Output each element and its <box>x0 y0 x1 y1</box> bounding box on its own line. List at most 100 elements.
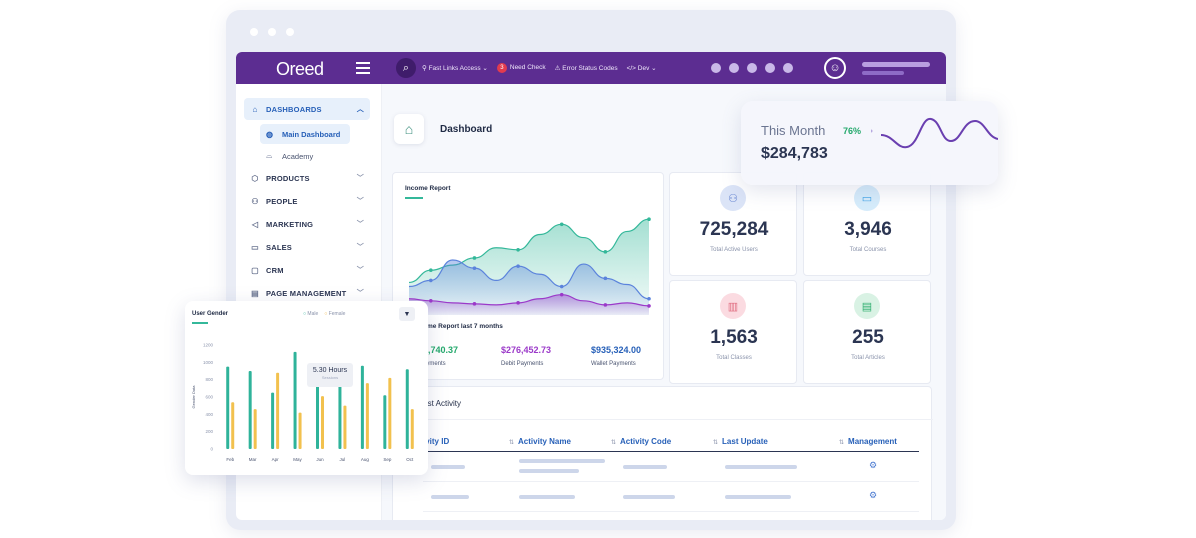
bar-female <box>388 377 392 449</box>
user-gender-bar-chart: 0 200 400 600 800 1000 1200 Gender Data Feb Mar Ap… <box>191 343 414 463</box>
data-point <box>603 250 608 254</box>
sidebar-item-marketing[interactable]: ◁ MARKETING ﹀ <box>244 213 370 235</box>
payment-label: Wallet Payments <box>591 361 636 367</box>
megaphone-icon: ◁ <box>251 219 259 229</box>
column-label: Last Update <box>722 437 768 446</box>
column-label: ivity ID <box>423 437 450 446</box>
legend-male: ○ Male <box>303 311 319 317</box>
users-icon: ⚇ <box>720 185 746 211</box>
sidebar-subitem-main-dashboard[interactable]: ◍ Main Dashboard <box>260 124 350 144</box>
sidebar-subitem-academy[interactable]: ⌓ Academy <box>260 146 350 166</box>
y-axis-label: Gender Data <box>191 385 196 409</box>
error-status-codes-link[interactable]: ⚠ Error Status Codes <box>554 65 618 72</box>
latest-activity-card: test Activity ivity ID ⇅ Activity Name ⇅ A… <box>392 386 933 520</box>
title-underline <box>192 322 208 324</box>
sidebar-item-products[interactable]: ⬡ PRODUCTS ﹀ <box>244 167 370 189</box>
payment-label: ayments <box>423 361 446 367</box>
people-icon: ⚇ <box>251 196 259 206</box>
need-check-link[interactable]: 3 Need Check <box>496 63 546 73</box>
logo[interactable]: Oreed <box>276 59 324 79</box>
crm-icon: ▢ <box>251 265 259 275</box>
data-point <box>559 222 564 227</box>
stat-value: 3,946 <box>844 219 892 240</box>
gear-icon[interactable]: ⚙ <box>869 460 878 470</box>
gear-icon[interactable]: ⚙ <box>869 490 878 500</box>
page-header: ⌂ Dashboard <box>394 114 492 144</box>
monitor-icon: ▭ <box>854 185 880 211</box>
bar-female <box>276 372 280 449</box>
column-header-last-update[interactable]: ⇅ Last Update <box>713 437 768 446</box>
bar-female <box>231 402 235 449</box>
x-tick-label: Jun <box>316 457 324 462</box>
filter-icon[interactable]: ▼ <box>399 307 415 321</box>
stat-card-active-users: ⚇ 725,284 Total Active Users <box>669 172 797 276</box>
sidebar-item-crm[interactable]: ▢ CRM ﹀ <box>244 259 370 281</box>
legend-female: ○ Female <box>324 311 346 317</box>
search-icon[interactable]: ⌕ <box>396 58 416 78</box>
column-header-management[interactable]: ⇅ Management <box>839 437 897 446</box>
table-row-skeleton <box>725 495 791 499</box>
globe-icon[interactable] <box>711 63 721 73</box>
user-gender-title: User Gender <box>192 311 229 317</box>
header-divider <box>423 451 919 452</box>
sidebar-item-page-management[interactable]: ▤ PAGE MANAGEMENT ﹀ <box>244 282 370 304</box>
user-role-placeholder <box>862 71 904 75</box>
theme-toggle-icon[interactable] <box>783 63 793 73</box>
income-area-chart <box>408 217 651 315</box>
income-report-card: Income Report ome Report last 7 months 8… <box>392 172 664 380</box>
legend-label: Male <box>307 311 319 317</box>
table-row-skeleton <box>431 465 465 469</box>
this-month-value: $284,783 <box>761 145 828 162</box>
bar-male <box>271 392 275 449</box>
sort-icon: ⇅ <box>611 440 617 446</box>
sidebar-item-label: CRM <box>266 265 284 275</box>
table-row-skeleton <box>519 459 605 463</box>
this-month-label: This Month <box>761 123 826 138</box>
divider <box>393 419 933 420</box>
table-row-skeleton <box>725 465 797 469</box>
dev-menu[interactable]: </> Dev ⌄ <box>626 65 657 72</box>
top-nav-icons <box>711 63 793 73</box>
bar-female <box>298 412 302 449</box>
sidebar-item-label: PRODUCTS <box>266 173 310 183</box>
data-point <box>647 296 651 301</box>
chart-tooltip: 5.30 Hours Sessions <box>307 363 353 387</box>
sparkline-line <box>880 118 998 149</box>
data-point <box>472 256 477 260</box>
sidebar-item-label: PEOPLE <box>266 196 298 206</box>
page-icon: ▤ <box>251 288 259 298</box>
row-divider <box>423 511 919 512</box>
bar-male <box>360 365 364 449</box>
data-point <box>647 217 651 221</box>
sidebar-item-people[interactable]: ⚇ PEOPLE ﹀ <box>244 190 370 212</box>
user-avatar[interactable]: ☺ <box>824 57 846 79</box>
sort-icon: ⇅ <box>839 440 845 446</box>
sales-icon: ▭ <box>251 242 259 252</box>
legend-label: Female <box>328 311 346 317</box>
data-point <box>516 248 520 252</box>
tooltip-sub: Sessions <box>321 375 339 380</box>
stat-card-classes: ▥ 1,563 Total Classes <box>669 280 797 384</box>
apps-grid-icon[interactable] <box>747 63 757 73</box>
column-header-activity-id[interactable]: ivity ID <box>423 437 449 446</box>
article-icon: ▤ <box>854 293 880 319</box>
table-row-skeleton <box>519 469 579 473</box>
menu-icon[interactable] <box>356 62 370 74</box>
sidebar-subitem-label: Main Dashboard <box>282 129 341 139</box>
fast-links-menu[interactable]: ⚲ Fast Links Access ⌄ <box>422 65 488 72</box>
sidebar-item-label: MARKETING <box>266 219 314 229</box>
sidebar-item-sales[interactable]: ▭ SALES ﹀ <box>244 236 370 258</box>
series-area <box>409 294 649 315</box>
settings-icon[interactable] <box>729 63 739 73</box>
data-point <box>472 266 477 270</box>
y-tick-label: 400 <box>205 412 213 417</box>
column-header-activity-code[interactable]: ⇅ Activity Code <box>611 437 671 446</box>
home-icon[interactable]: ⌂ <box>394 114 424 144</box>
bell-icon[interactable] <box>765 63 775 73</box>
x-tick-label: Sep <box>383 457 392 462</box>
payment-value: $935,324.00 <box>591 345 642 355</box>
column-header-activity-name[interactable]: ⇅ Activity Name <box>509 437 571 446</box>
chevron-down-icon: ﹀ <box>356 221 364 228</box>
sidebar-item-dashboards[interactable]: ⌂ DASHBOARDS ︿ <box>244 98 370 120</box>
x-tick-label: May <box>293 457 302 462</box>
